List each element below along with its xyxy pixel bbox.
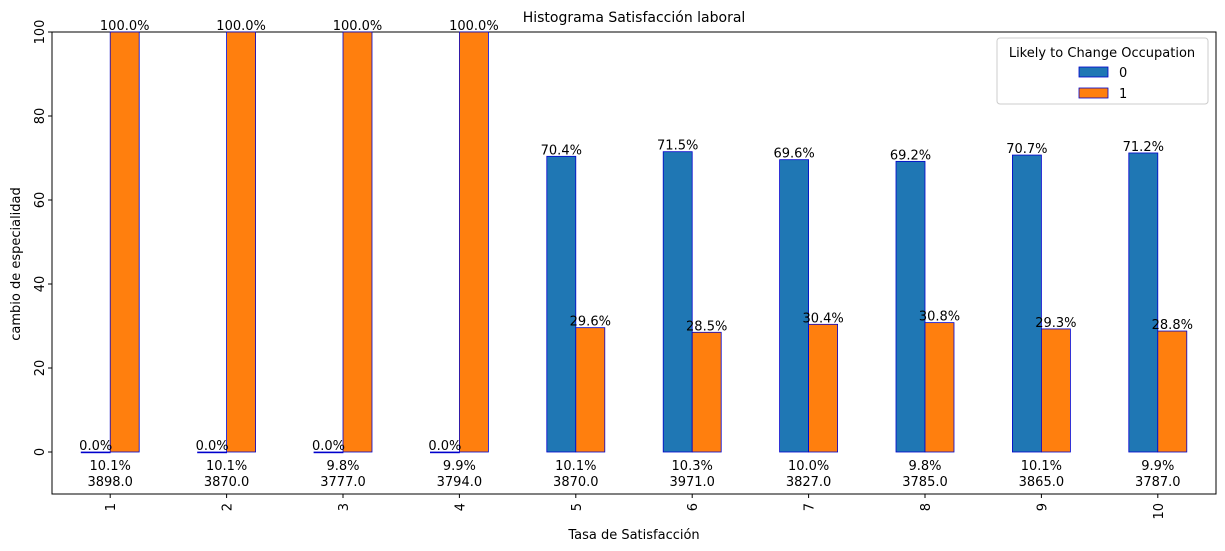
category-share-label-4: 9.9% — [443, 459, 476, 474]
category-share-label-8: 9.8% — [908, 459, 941, 474]
bar-series-1-cat-10 — [1157, 330, 1188, 453]
x-tick-label-5: 5 — [570, 503, 585, 511]
category-share-label-5: 10.1% — [555, 459, 596, 474]
plot-area — [51, 31, 1217, 495]
legend: Likely to Change Occupation 0 1 — [996, 37, 1209, 105]
bar-label-series-1-cat-6: 28.5% — [686, 319, 727, 334]
category-count-label-9: 3865.0 — [1019, 475, 1065, 490]
x-axis-label: Tasa de Satisfacción — [567, 528, 699, 543]
x-tick-label-10: 10 — [1152, 503, 1167, 520]
category-share-label-2: 10.1% — [206, 459, 247, 474]
bar-label-series-1-cat-10: 28.8% — [1152, 318, 1193, 333]
category-footer-labels: 10.1%3898.010.1%3870.09.8%3777.09.9%3794… — [87, 459, 1180, 490]
bar-label-series-1-cat-5: 29.6% — [570, 315, 611, 330]
category-share-label-10: 9.9% — [1141, 459, 1174, 474]
bar-series-1-cat-1 — [109, 31, 140, 453]
bar-series-0-cat-9 — [1012, 154, 1042, 453]
y-tick-label-20: 20 — [33, 360, 48, 377]
category-share-label-3: 9.8% — [326, 459, 359, 474]
chart-title: Histograma Satisfacción laboral — [523, 10, 746, 26]
legend-label-series-1: 1 — [1119, 87, 1127, 102]
y-tick-label-40: 40 — [33, 276, 48, 293]
x-tick-label-2: 2 — [221, 503, 236, 511]
bar-label-series-1-cat-3: 100.0% — [333, 19, 383, 34]
category-count-label-5: 3870.0 — [553, 475, 599, 490]
legend-label-series-0: 0 — [1119, 66, 1127, 81]
bar-series-1-cat-5 — [575, 327, 606, 453]
category-count-label-7: 3827.0 — [786, 475, 832, 490]
category-share-label-7: 10.0% — [788, 459, 829, 474]
category-share-label-1: 10.1% — [90, 459, 131, 474]
bar-label-series-0-cat-9: 70.7% — [1006, 142, 1047, 157]
bar-label-series-0-cat-2: 0.0% — [196, 439, 229, 454]
y-tick-label-100: 100 — [33, 20, 48, 45]
x-tick-label-8: 8 — [919, 503, 934, 511]
bar-series-0-cat-10 — [1128, 152, 1159, 453]
x-tick-label-3: 3 — [337, 503, 352, 511]
bar-series-1-cat-3 — [342, 31, 373, 453]
x-tick-label-7: 7 — [803, 503, 818, 511]
y-tick-label-0: 0 — [33, 448, 48, 456]
category-count-label-10: 3787.0 — [1135, 475, 1181, 490]
category-count-label-8: 3785.0 — [902, 475, 948, 490]
x-tick-label-6: 6 — [686, 503, 701, 511]
category-count-label-1: 3898.0 — [87, 475, 133, 490]
bar-label-series-0-cat-6: 71.5% — [657, 139, 698, 154]
bar-labels-group: 0.0% 100.0% 0.0% 100.0% 0.0% 100.0% 0.0% 100.0%… — [79, 19, 1193, 454]
bar-label-series-1-cat-7: 30.4% — [802, 311, 843, 326]
bars-group — [80, 31, 1188, 454]
bar-label-series-1-cat-2: 100.0% — [216, 19, 266, 34]
bar-series-1-cat-7 — [808, 323, 838, 453]
bar-label-series-0-cat-1: 0.0% — [79, 439, 112, 454]
bar-label-series-0-cat-7: 69.6% — [773, 147, 814, 162]
bar-series-1-cat-9 — [1041, 328, 1071, 453]
bar-series-0-cat-8 — [895, 160, 926, 453]
bar-label-series-0-cat-4: 0.0% — [428, 439, 461, 454]
category-count-label-6: 3971.0 — [669, 475, 715, 490]
x-tick-label-1: 1 — [104, 503, 119, 511]
legend-swatch-series-1 — [1078, 87, 1109, 99]
bar-label-series-1-cat-4: 100.0% — [449, 19, 499, 34]
category-count-label-4: 3794.0 — [437, 475, 483, 490]
bar-series-0-cat-5 — [546, 155, 577, 453]
bar-label-series-1-cat-8: 30.8% — [919, 310, 960, 325]
bar-series-1-cat-8 — [924, 322, 955, 453]
y-tick-label-80: 80 — [33, 108, 48, 125]
bar-label-series-1-cat-9: 29.3% — [1035, 316, 1076, 331]
bar-series-1-cat-6 — [691, 331, 722, 453]
bar-label-series-0-cat-3: 0.0% — [312, 439, 345, 454]
y-tick-label-60: 60 — [33, 192, 48, 209]
category-count-label-3: 3777.0 — [320, 475, 366, 490]
bar-series-1-cat-2 — [226, 31, 257, 453]
bar-series-0-cat-6 — [662, 151, 693, 453]
legend-swatch-series-0 — [1078, 66, 1109, 78]
legend-title: Likely to Change Occupation — [1009, 46, 1195, 61]
bar-series-0-cat-7 — [779, 159, 809, 453]
bar-label-series-1-cat-1: 100.0% — [100, 19, 150, 34]
category-count-label-2: 3870.0 — [204, 475, 250, 490]
plot-border — [51, 31, 1217, 495]
category-share-label-6: 10.3% — [672, 459, 713, 474]
bar-series-1-cat-4 — [458, 31, 489, 453]
y-axis-label: cambio de especialidad — [9, 187, 24, 341]
x-tick-label-4: 4 — [453, 503, 468, 511]
bar-label-series-0-cat-5: 70.4% — [541, 143, 582, 158]
bar-label-series-0-cat-8: 69.2% — [890, 148, 931, 163]
bar-label-series-0-cat-10: 71.2% — [1123, 140, 1164, 155]
x-tick-label-9: 9 — [1035, 503, 1050, 511]
category-share-label-9: 10.1% — [1021, 459, 1062, 474]
